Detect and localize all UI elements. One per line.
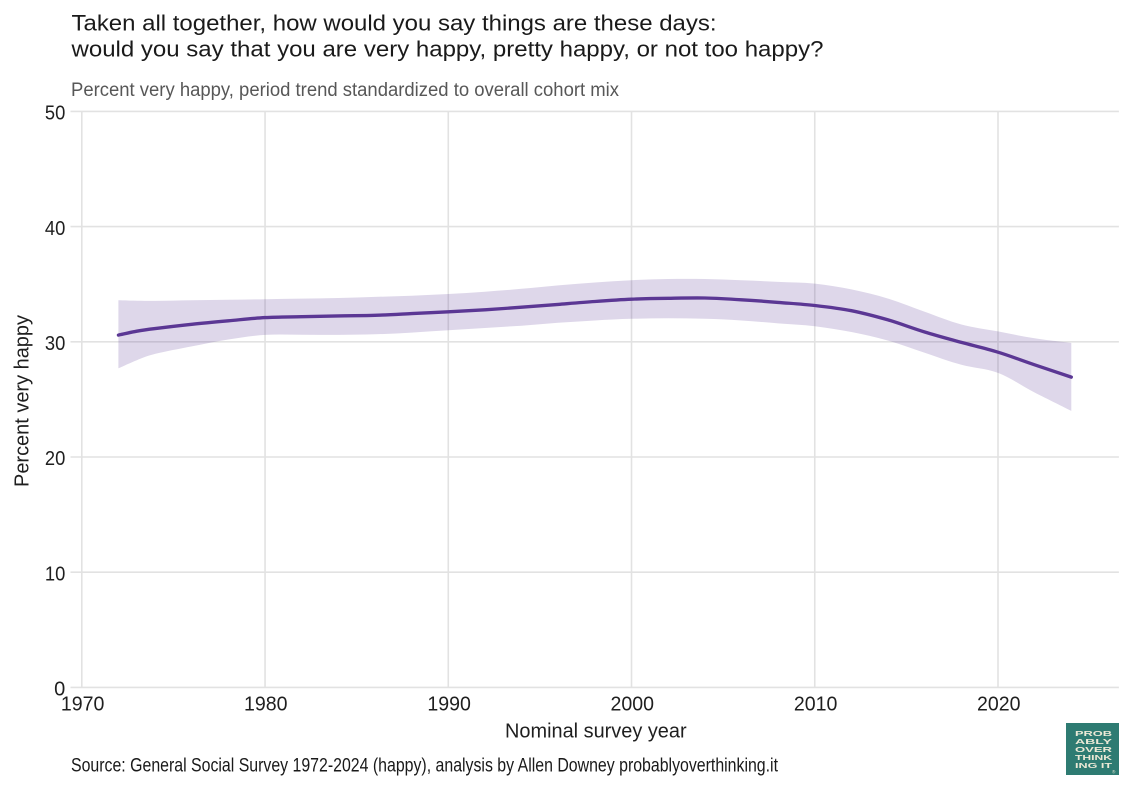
svg-text:50: 50 <box>45 103 65 125</box>
svg-text:2000: 2000 <box>611 694 655 716</box>
svg-text:1980: 1980 <box>244 694 288 716</box>
svg-text:THINK: THINK <box>1075 753 1113 762</box>
svg-text:20: 20 <box>45 448 65 470</box>
svg-text:PROB: PROB <box>1075 729 1112 738</box>
svg-text:®: ® <box>1112 769 1116 775</box>
svg-text:would you say that you are ver: would you say that you are very happy, p… <box>70 37 823 62</box>
svg-text:OVER: OVER <box>1075 745 1113 754</box>
svg-text:ING IT: ING IT <box>1075 761 1113 770</box>
svg-text:40: 40 <box>45 218 65 240</box>
svg-text:1990: 1990 <box>427 694 471 716</box>
svg-text:10: 10 <box>45 563 65 585</box>
svg-text:Percent very happy, period tre: Percent very happy, period trend standar… <box>71 80 619 101</box>
svg-text:2020: 2020 <box>977 694 1021 716</box>
svg-text:Percent very happy: Percent very happy <box>12 315 34 487</box>
svg-text:0: 0 <box>54 679 65 701</box>
svg-text:Nominal survey year: Nominal survey year <box>505 721 687 743</box>
svg-text:30: 30 <box>45 333 65 355</box>
svg-text:Taken all together, how would: Taken all together, how would you say th… <box>72 11 717 36</box>
svg-text:2010: 2010 <box>794 694 838 716</box>
svg-text:1970: 1970 <box>61 694 105 716</box>
svg-text:Source: General Social Survey: Source: General Social Survey 1972-2024 … <box>71 756 779 777</box>
svg-text:ABLY: ABLY <box>1075 737 1112 746</box>
